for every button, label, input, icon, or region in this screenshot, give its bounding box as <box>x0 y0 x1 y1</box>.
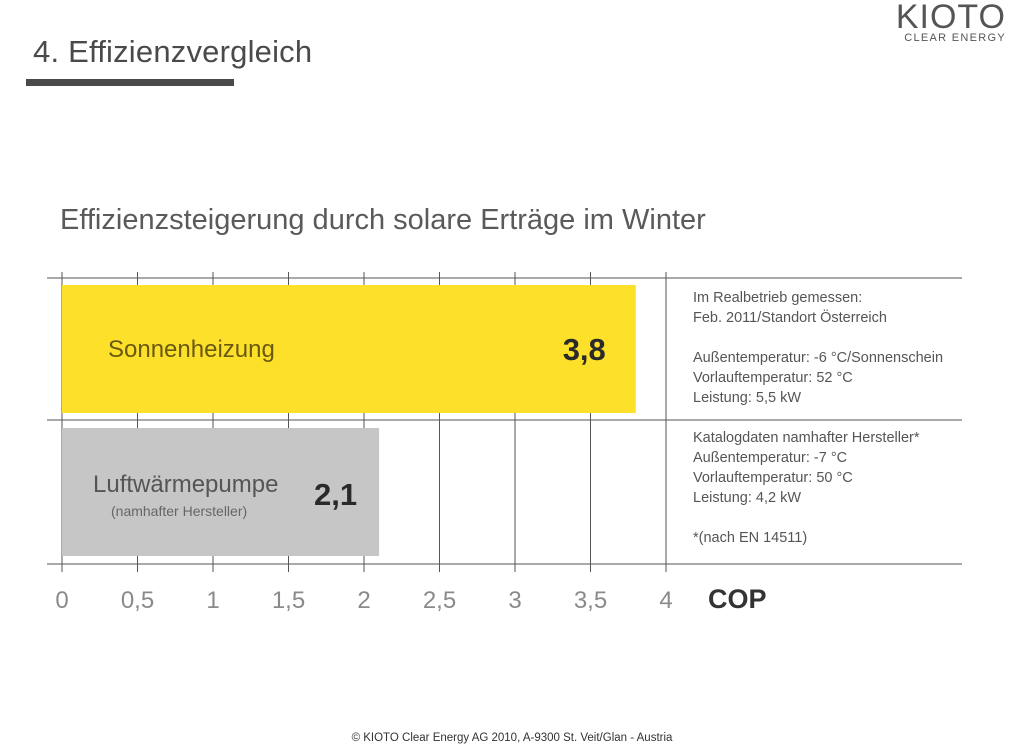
x-tick-label: 3 <box>508 587 521 614</box>
kioto-logo: KIOTO CLEAR ENERGY <box>896 0 1006 44</box>
note-spacer <box>693 508 920 528</box>
x-tick-label: 2,5 <box>423 587 456 614</box>
chart-title: Effizienzsteigerung durch solare Erträge… <box>60 204 706 236</box>
solar-note-line: Vorlauftemperatur: 52 °C <box>693 370 853 386</box>
solar-note-line: Feb. 2011/Standort Österreich <box>693 310 887 326</box>
x-tick-label: 2 <box>357 587 370 614</box>
x-tick-label: 3,5 <box>574 587 607 614</box>
heat-pump-note-line: Katalogdaten namhafter Hersteller* <box>693 430 920 446</box>
notes-solar: Im Realbetrieb gemessen: Feb. 2011/Stando… <box>693 288 943 408</box>
title-underline <box>26 79 234 86</box>
heat-pump-note-line: *(nach EN 14511) <box>693 530 808 546</box>
logo-wordmark: KIOTO <box>895 0 1006 36</box>
heat-pump-note-line: Außentemperatur: -7 °C <box>693 450 848 466</box>
bar-luftwaermepumpe <box>62 428 380 556</box>
solar-note-line: Außentemperatur: -6 °C/Sonnenschein <box>693 350 944 366</box>
x-tick-label: 1,5 <box>272 587 305 614</box>
bar-value-label: 2,1 <box>314 477 357 512</box>
x-tick-label: 0,5 <box>121 587 154 614</box>
bar-sonnenheizung <box>62 285 636 413</box>
notes-heat-pump: Katalogdaten namhafter Hersteller* Außent… <box>693 428 920 548</box>
x-axis-label: COP <box>708 584 767 614</box>
heat-pump-note-line: Leistung: 4,2 kW <box>693 490 801 506</box>
note-spacer <box>693 328 943 348</box>
bar-sublabel: (namhafter Hersteller) <box>111 503 247 519</box>
footer-copyright: © KIOTO Clear Energy AG 2010, A-9300 St.… <box>351 732 673 744</box>
logo-tagline: CLEAR ENERGY <box>904 32 1006 44</box>
bar-label: Sonnenheizung <box>108 336 275 363</box>
solar-note-line: Leistung: 5,5 kW <box>693 390 801 406</box>
heat-pump-note-line: Vorlauftemperatur: 50 °C <box>693 470 853 486</box>
x-tick-label: 4 <box>659 587 672 614</box>
solar-note-line: Im Realbetrieb gemessen: <box>693 290 863 306</box>
x-tick-label: 1 <box>206 587 219 614</box>
x-tick-label: 0 <box>55 587 68 614</box>
bar-label: Luftwärmepumpe <box>93 471 278 498</box>
bar-value-label: 3,8 <box>563 332 606 367</box>
page-title: 4. Effizienzvergleich <box>33 34 313 69</box>
